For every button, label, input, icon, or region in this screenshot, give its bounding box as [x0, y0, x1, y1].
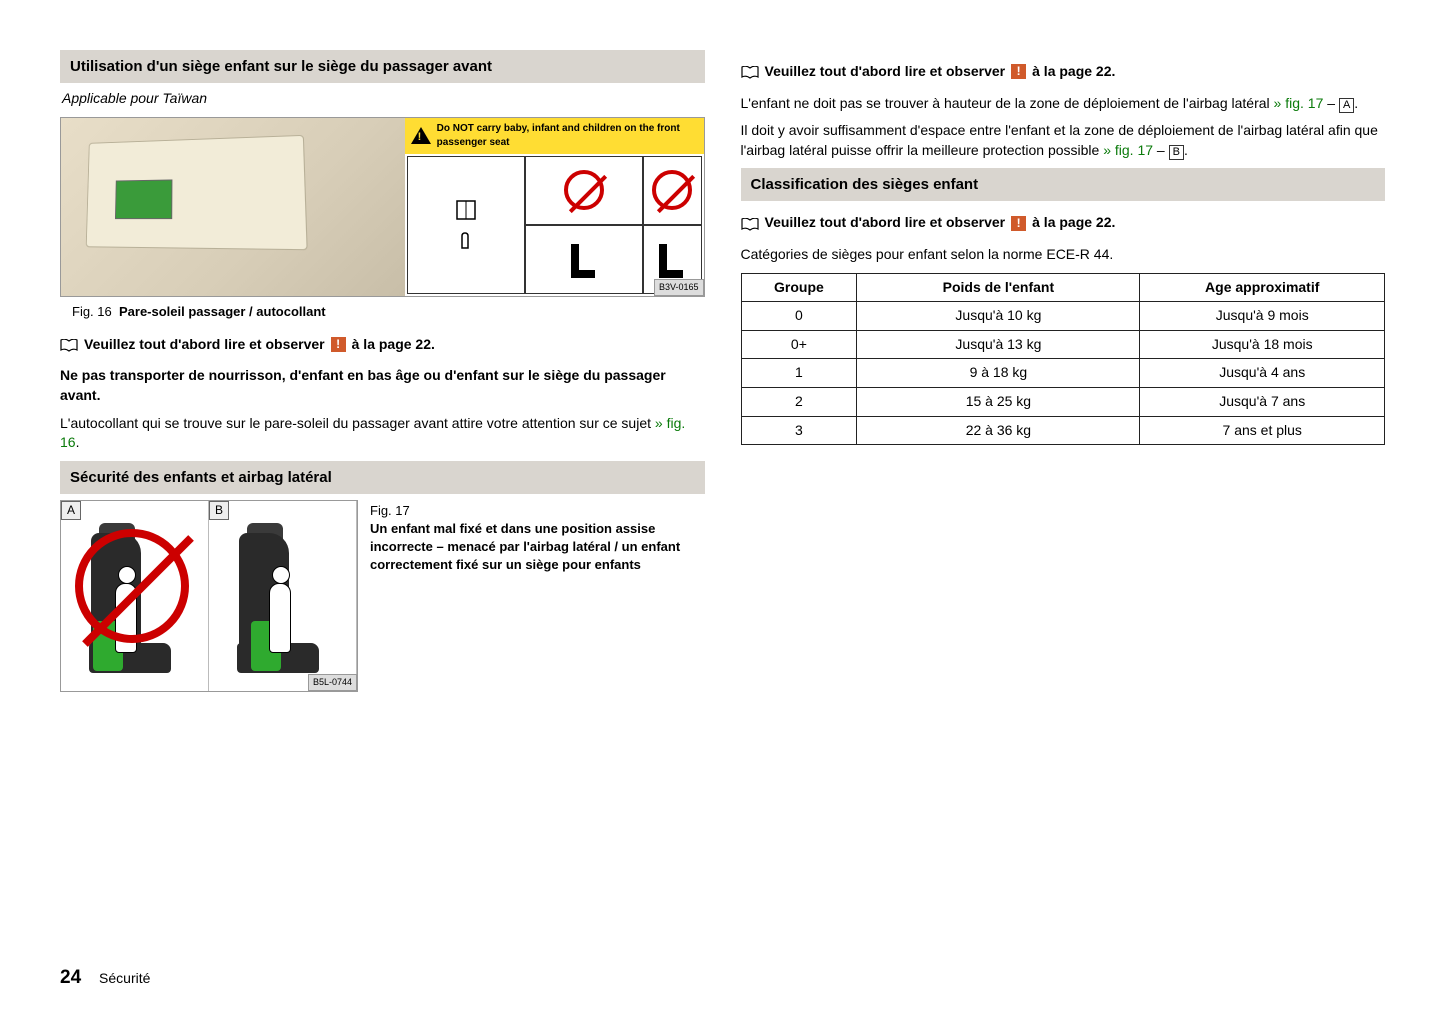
table-cell: Jusqu'à 10 kg	[857, 302, 1140, 331]
fig17-code: B5L-0744	[308, 674, 357, 691]
page-footer: 24 Sécurité	[60, 965, 150, 992]
seat-icon	[659, 240, 685, 278]
manual-icon	[454, 198, 478, 222]
table-cell: Jusqu'à 4 ans	[1140, 359, 1385, 388]
table-header: Groupe	[741, 273, 857, 302]
warning-square-icon: !	[1011, 216, 1026, 231]
panel-b-label: B	[209, 501, 229, 520]
table-cell: 9 à 18 kg	[857, 359, 1140, 388]
table-cell: Jusqu'à 7 ans	[1140, 387, 1385, 416]
table-cell: 0	[741, 302, 857, 331]
warning-triangle-icon	[411, 127, 431, 144]
seat-icon	[571, 240, 597, 278]
table-header: Age approximatif	[1140, 273, 1385, 302]
fig16-code: B3V-0165	[654, 279, 704, 296]
table-cell: 22 à 36 kg	[857, 416, 1140, 445]
prohibit-icon	[652, 170, 692, 210]
read-first-notice: Veuillez tout d'abord lire et observer !…	[741, 213, 1386, 233]
fig17-link[interactable]: » fig. 17	[1274, 95, 1324, 111]
panel-a-label: A	[61, 501, 81, 520]
chapter-name: Sécurité	[99, 970, 150, 986]
table-cell: 0+	[741, 330, 857, 359]
table-row: 0Jusqu'à 10 kgJusqu'à 9 mois	[741, 302, 1385, 331]
read-first-notice: Veuillez tout d'abord lire et observer !…	[741, 62, 1386, 82]
book-icon	[741, 65, 759, 78]
fig16-image: Do NOT carry baby, infant and children o…	[60, 117, 705, 297]
book-icon	[741, 217, 759, 230]
table-cell: Jusqu'à 18 mois	[1140, 330, 1385, 359]
bold-warning-text: Ne pas transporter de nourrisson, d'enfa…	[60, 366, 705, 405]
table-header: Poids de l'enfant	[857, 273, 1140, 302]
table-cell: 1	[741, 359, 857, 388]
right-para3: Catégories de sièges pour enfant selon l…	[741, 245, 1386, 265]
table-row: 19 à 18 kgJusqu'à 4 ans	[741, 359, 1385, 388]
table-cell: 3	[741, 416, 857, 445]
table-cell: Jusqu'à 13 kg	[857, 330, 1140, 359]
hand-icon	[454, 228, 478, 252]
table-cell: 15 à 25 kg	[857, 387, 1140, 416]
fig17-link[interactable]: » fig. 17	[1103, 142, 1153, 158]
fig17-caption: Fig. 17 Un enfant mal fixé et dans une p…	[370, 500, 705, 575]
right-para1: L'enfant ne doit pas se trouver à hauteu…	[741, 94, 1386, 114]
box-a: A	[1339, 98, 1354, 113]
section3-title: Classification des sièges enfant	[741, 168, 1386, 201]
section1-title: Utilisation d'un siège enfant sur le siè…	[60, 50, 705, 83]
table-cell: 7 ans et plus	[1140, 416, 1385, 445]
table-row: 322 à 36 kg7 ans et plus	[741, 416, 1385, 445]
page-number: 24	[60, 967, 81, 988]
prohibit-icon	[564, 170, 604, 210]
applicable-note: Applicable pour Taïwan	[62, 89, 705, 109]
book-icon	[60, 338, 78, 351]
warning-square-icon: !	[331, 337, 346, 352]
right-para2: Il doit y avoir suffisamment d'espace en…	[741, 121, 1386, 160]
warning-square-icon: !	[1011, 64, 1026, 79]
table-row: 0+Jusqu'à 13 kgJusqu'à 18 mois	[741, 330, 1385, 359]
table-cell: Jusqu'à 9 mois	[1140, 302, 1385, 331]
box-b: B	[1169, 145, 1184, 160]
prohibit-big-icon	[75, 529, 189, 643]
read-first-notice: Veuillez tout d'abord lire et observer !…	[60, 335, 705, 355]
classification-table: GroupePoids de l'enfantAge approximatif …	[741, 273, 1386, 446]
fig17-image: A B B5L-0744	[60, 500, 358, 692]
para-sticker-ref: L'autocollant qui se trouve sur le pare-…	[60, 414, 705, 453]
table-cell: 2	[741, 387, 857, 416]
section2-title: Sécurité des enfants et airbag latéral	[60, 461, 705, 494]
fig16-caption: Fig. 16 Pare-soleil passager / autocolla…	[72, 303, 705, 321]
table-row: 215 à 25 kgJusqu'à 7 ans	[741, 387, 1385, 416]
sticker-warning-text: Do NOT carry baby, infant and children o…	[437, 122, 698, 150]
